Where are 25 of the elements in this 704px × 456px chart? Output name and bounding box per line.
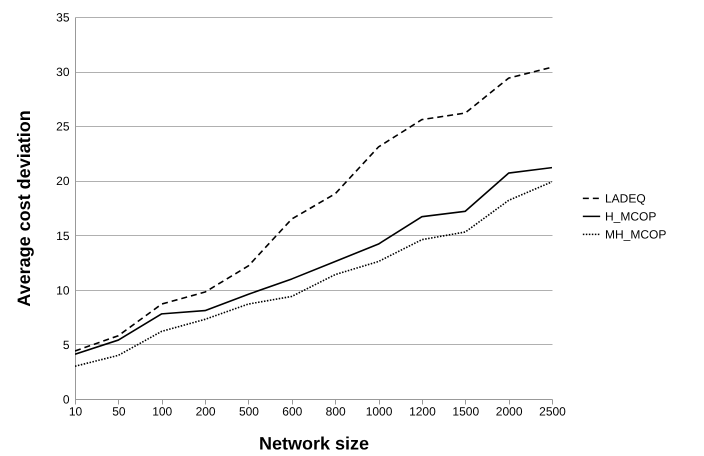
x-tick-label: 1200 — [409, 404, 436, 418]
line-series — [75, 66, 552, 352]
x-tick-label: 50 — [112, 404, 126, 418]
x-tick-label: 800 — [326, 404, 346, 418]
y-tick-label: 15 — [56, 228, 70, 243]
y-tick-label: 0 — [62, 392, 70, 406]
x-tick-label: 200 — [196, 404, 216, 418]
y-tick-label: 10 — [56, 283, 70, 298]
y-tick-label: 35 — [56, 10, 70, 24]
y-tick-label: 5 — [62, 338, 70, 352]
x-tick-label: 500 — [238, 404, 260, 418]
y-tick-label: 20 — [56, 174, 70, 188]
y-tick-label: 30 — [56, 65, 70, 80]
x-axis-title: Network size — [258, 434, 370, 454]
y-tick-label: 25 — [56, 120, 70, 134]
x-tick-label: 1500 — [452, 404, 480, 418]
legend-label: MH_MCOP — [605, 227, 666, 242]
x-tick-label: 2000 — [496, 404, 523, 418]
x-tick-label: 2500 — [539, 404, 566, 418]
legend-label: H_MCOP — [605, 209, 656, 224]
x-tick-label: 600 — [282, 404, 303, 418]
x-tick-label: 100 — [152, 404, 173, 418]
legend-label: LADEQ — [605, 191, 646, 206]
y-axis-title: Average cost deviation — [14, 110, 34, 307]
x-tick-label: 1000 — [366, 404, 393, 418]
